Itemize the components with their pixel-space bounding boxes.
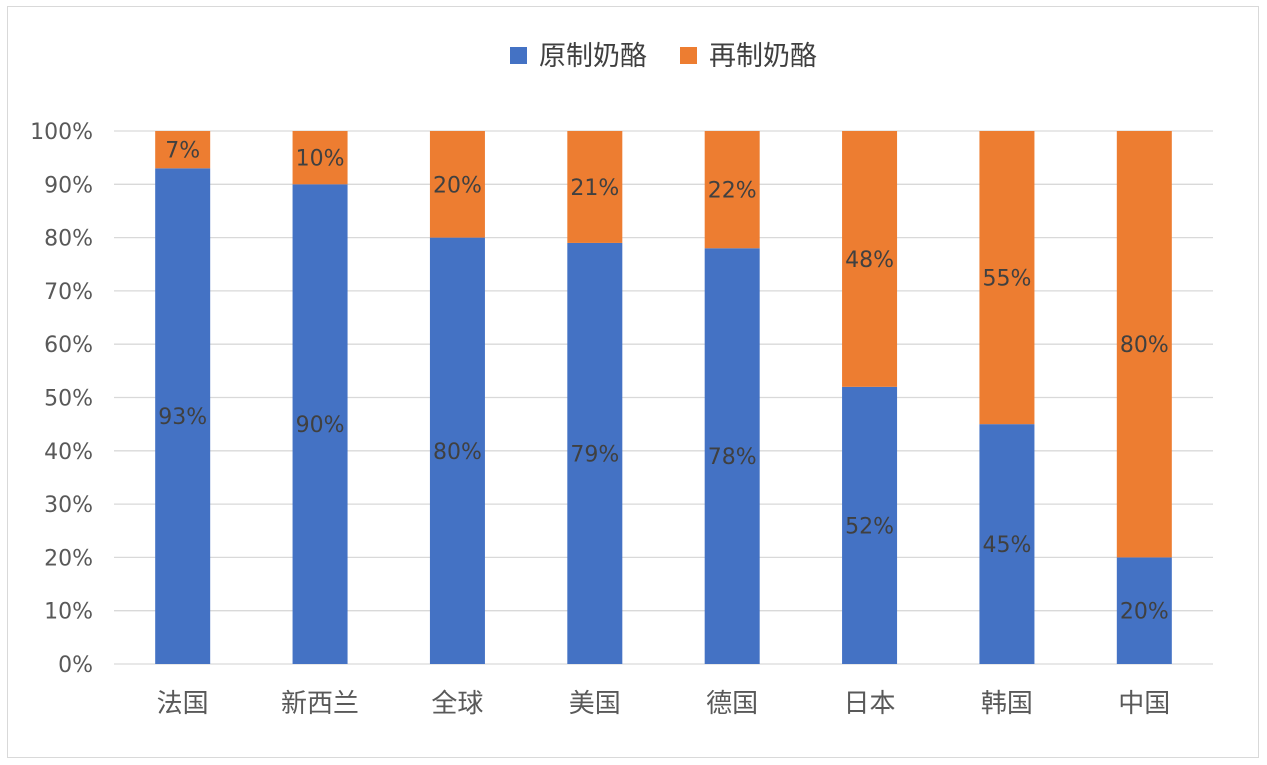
bar-segment-original xyxy=(1116,557,1172,664)
gridlines xyxy=(114,130,1213,665)
y-tick-label: 10% xyxy=(44,600,93,625)
bar-segment-processed xyxy=(704,131,760,249)
data-label: 79% xyxy=(570,442,619,467)
data-label: 78% xyxy=(708,445,757,470)
bar-segment-processed xyxy=(979,131,1035,425)
y-tick-label: 50% xyxy=(44,387,93,412)
x-category-label: 德国 xyxy=(706,689,758,719)
data-label: 90% xyxy=(296,413,345,438)
y-axis: 0% 10% 20% 30% 40% 50% 60% 70% 80% 90% 100% xyxy=(30,120,93,678)
bar-segment-original xyxy=(979,424,1035,664)
legend-label: 再制奶酪 xyxy=(709,41,817,72)
x-category-label: 美国 xyxy=(569,689,621,719)
data-label: 10% xyxy=(296,147,345,172)
x-category-label: 法国 xyxy=(157,689,209,719)
bar-segment-processed xyxy=(155,131,211,169)
x-category-label: 全球 xyxy=(431,689,483,719)
legend-swatch xyxy=(680,47,697,64)
y-tick-label: 40% xyxy=(44,440,93,465)
bar-segment-processed xyxy=(1116,131,1172,558)
x-category-label: 韩国 xyxy=(981,689,1033,719)
x-category-label: 新西兰 xyxy=(281,689,359,719)
data-label: 93% xyxy=(158,405,207,430)
legend-swatch xyxy=(510,47,527,64)
data-label: 48% xyxy=(845,248,894,273)
bar-segment-processed xyxy=(842,131,898,387)
y-tick-label: 80% xyxy=(44,227,93,252)
data-label: 80% xyxy=(433,440,482,465)
data-labels: 93% 7% 90% 10% 80% 20% 79% 21% 78% 22% 52% 48% 45% 55… xyxy=(158,139,1169,625)
x-category-label: 中国 xyxy=(1118,689,1170,719)
data-label: 22% xyxy=(708,179,757,204)
data-label: 55% xyxy=(982,267,1031,292)
x-category-label: 日本 xyxy=(844,689,896,719)
data-label: 45% xyxy=(982,533,1031,558)
data-label: 80% xyxy=(1120,333,1169,358)
data-label: 52% xyxy=(845,514,894,539)
bar-segment-original xyxy=(567,242,623,664)
bar-segment-processed xyxy=(567,131,623,243)
y-tick-label: 20% xyxy=(44,546,93,571)
legend: 原制奶酪 再制奶酪 xyxy=(510,41,817,72)
legend-label: 原制奶酪 xyxy=(539,41,647,72)
y-tick-label: 60% xyxy=(44,333,93,358)
y-tick-label: 70% xyxy=(44,280,93,305)
bar-segment-original xyxy=(842,386,898,664)
bars xyxy=(155,131,1172,665)
bar-segment-original xyxy=(292,184,348,665)
data-label: 7% xyxy=(165,139,200,164)
bar-segment-original xyxy=(155,168,211,664)
bar-segment-original xyxy=(429,237,485,664)
data-label: 21% xyxy=(570,176,619,201)
data-label: 20% xyxy=(1120,600,1169,625)
y-tick-label: 30% xyxy=(44,493,93,518)
y-tick-label: 0% xyxy=(58,653,93,678)
x-axis: 法国 新西兰 全球 美国 德国 日本 韩国 中国 xyxy=(157,689,1171,719)
y-tick-label: 90% xyxy=(44,173,93,198)
bar-segment-processed xyxy=(292,131,348,185)
y-tick-label: 100% xyxy=(30,120,93,145)
data-label: 20% xyxy=(433,173,482,198)
bar-segment-processed xyxy=(429,131,485,238)
bar-segment-original xyxy=(704,248,760,664)
